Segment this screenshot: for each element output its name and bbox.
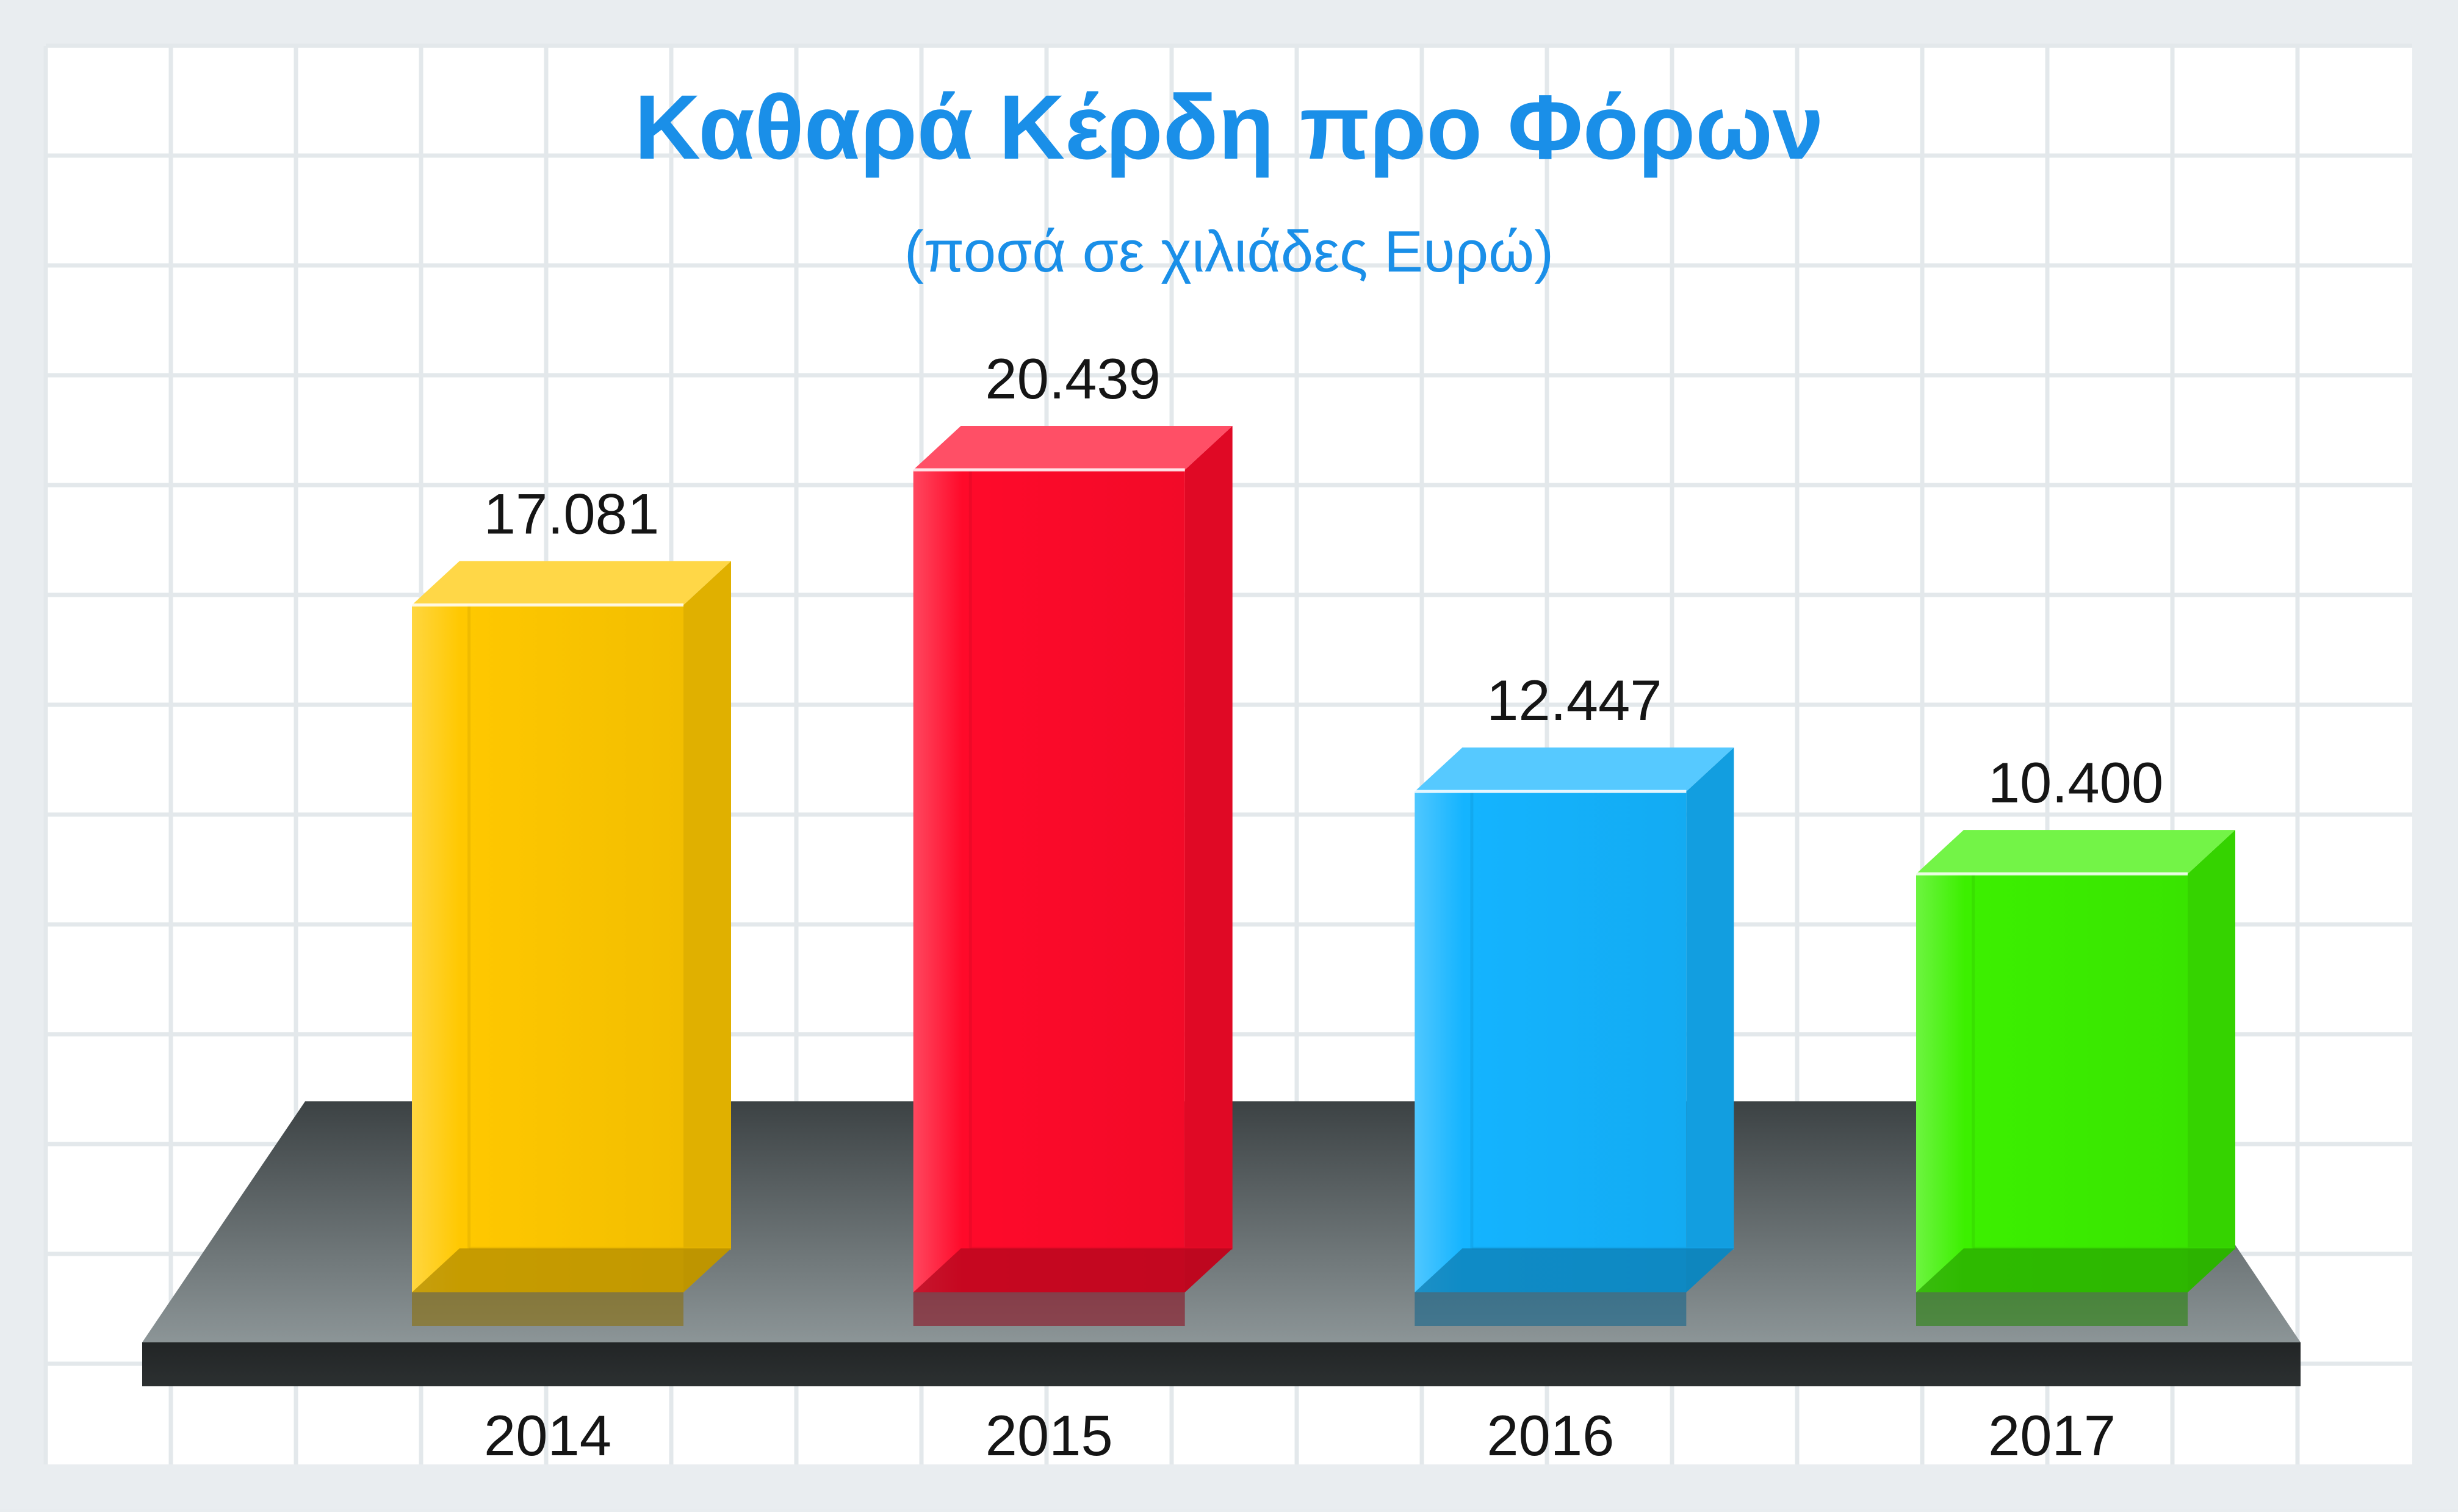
bar-side-face — [683, 561, 731, 1292]
category-label-2015: 2015 — [986, 1403, 1113, 1467]
value-label-2017: 10.400 — [1988, 751, 2164, 815]
bar-front-face — [913, 470, 1185, 1292]
bar-shadow — [913, 1292, 1185, 1326]
bar-2017 — [1916, 830, 2235, 1326]
bar-side-face — [1686, 747, 1734, 1292]
bar-shadow — [1916, 1292, 2188, 1326]
bar-top-face — [1415, 747, 1734, 792]
bar-inner-floor — [913, 1248, 1233, 1292]
category-label-2017: 2017 — [1988, 1403, 2116, 1467]
labels: 17.081 2014 20.439 2015 12.447 2016 10.400 2017 — [484, 347, 2164, 1467]
bar-front-face — [1916, 874, 2188, 1292]
bar-2015 — [913, 426, 1233, 1326]
bar-2016 — [1415, 747, 1734, 1326]
value-label-2015: 20.439 — [985, 347, 1161, 411]
bar-side-face — [1184, 426, 1233, 1292]
bar-side-face — [2188, 830, 2235, 1292]
bar-inner-floor — [1916, 1248, 2235, 1292]
bar-inner-floor — [1415, 1248, 1734, 1292]
category-label-2014: 2014 — [484, 1403, 611, 1467]
bar-top-face — [913, 426, 1233, 470]
platform-front-edge — [142, 1342, 2301, 1386]
value-label-2016: 12.447 — [1487, 668, 1662, 732]
bar-inner-floor — [412, 1248, 731, 1292]
bar-2014 — [412, 561, 731, 1326]
bar-top-face — [412, 561, 731, 605]
bar-shadow — [412, 1292, 683, 1326]
bar-front-face — [1415, 791, 1687, 1292]
bar-front-face — [412, 605, 683, 1292]
chart-subtitle: (ποσά σε χιλιάδες Ευρώ) — [904, 219, 1554, 284]
bars — [412, 426, 2235, 1326]
category-label-2016: 2016 — [1487, 1403, 1614, 1467]
bar-shadow — [1415, 1292, 1687, 1326]
bar-top-face — [1916, 830, 2235, 874]
value-label-2014: 17.081 — [484, 481, 660, 545]
chart-title: Καθαρά Κέρδη προ Φόρων — [635, 76, 1824, 178]
